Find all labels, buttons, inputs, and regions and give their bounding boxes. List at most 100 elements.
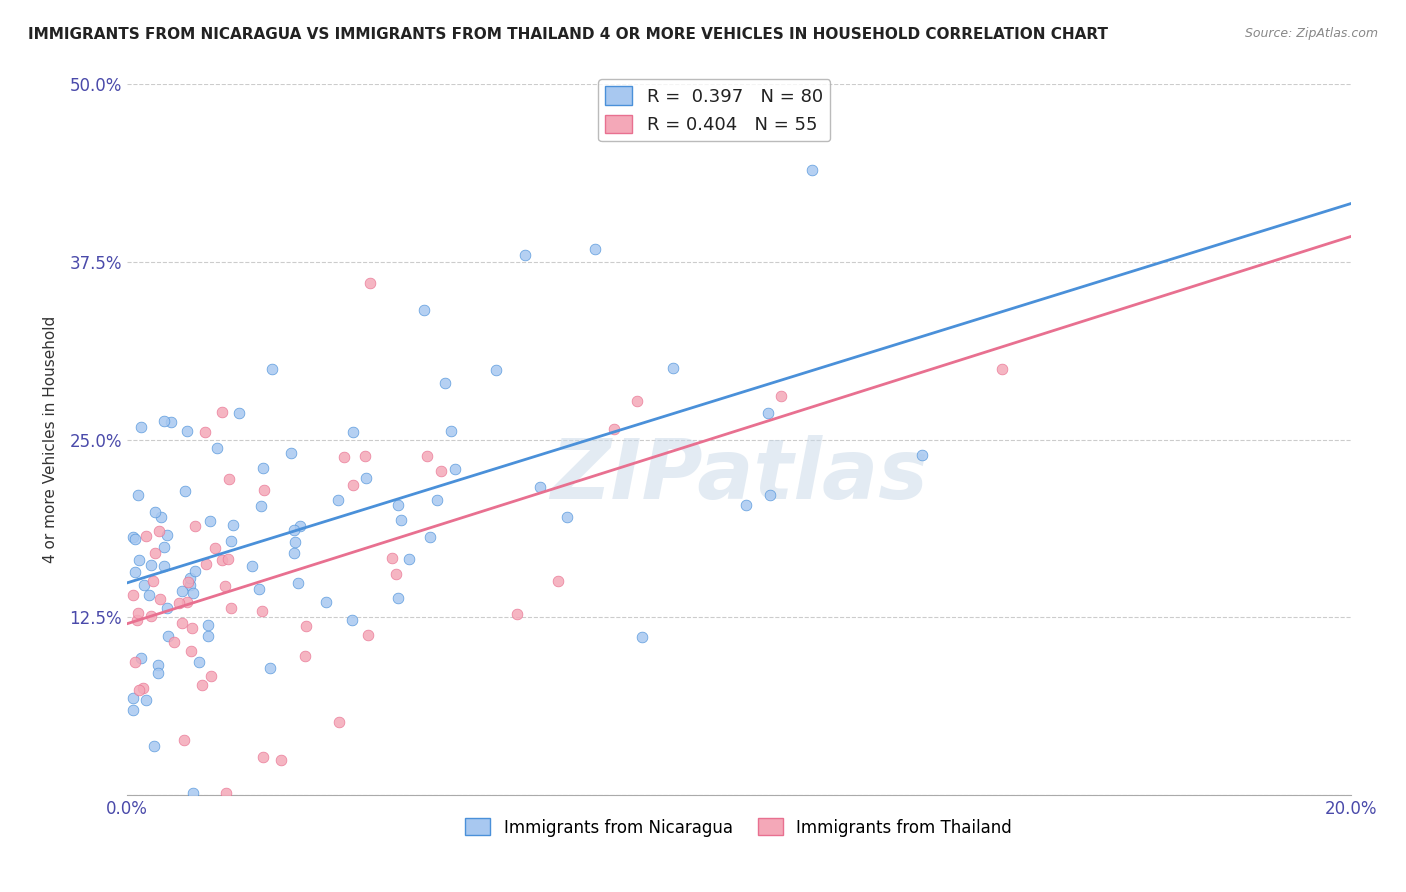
Point	[389, 513, 412, 527]
Point	[146, 657, 169, 672]
Point	[253, 483, 276, 498]
Point	[219, 534, 242, 549]
Point	[122, 691, 145, 706]
Point	[280, 446, 302, 460]
Point	[205, 442, 228, 456]
Point	[129, 420, 152, 434]
Point	[557, 509, 579, 524]
Point	[184, 564, 207, 578]
Point	[433, 376, 456, 390]
Point	[150, 510, 173, 524]
Text: Source: ZipAtlas.com: Source: ZipAtlas.com	[1244, 27, 1378, 40]
Point	[357, 628, 380, 642]
Point	[127, 606, 149, 620]
Point	[381, 551, 404, 566]
Point	[197, 618, 219, 632]
Point	[200, 514, 222, 528]
Point	[124, 566, 146, 580]
Point	[398, 551, 420, 566]
Point	[143, 546, 166, 560]
Point	[387, 498, 409, 512]
Point	[250, 604, 273, 618]
Point	[315, 595, 337, 609]
Point	[222, 517, 245, 532]
Point	[443, 462, 465, 476]
Point	[121, 530, 143, 544]
Point	[290, 519, 312, 533]
Point	[146, 665, 169, 680]
Point	[191, 678, 214, 692]
Point	[287, 576, 309, 591]
Point	[661, 361, 683, 376]
Point	[228, 406, 250, 420]
Point	[413, 302, 436, 317]
Legend: Immigrants from Nicaragua, Immigrants from Thailand: Immigrants from Nicaragua, Immigrants fr…	[458, 812, 1018, 843]
Point	[259, 661, 281, 675]
Point	[176, 574, 198, 589]
Point	[194, 425, 217, 439]
Point	[128, 552, 150, 566]
Point	[183, 585, 205, 599]
Point	[156, 601, 179, 615]
Point	[801, 162, 824, 177]
Point	[148, 524, 170, 538]
Point	[188, 655, 211, 669]
Point	[153, 541, 176, 555]
Point	[583, 242, 606, 256]
Point	[184, 518, 207, 533]
Point	[181, 786, 204, 800]
Point	[485, 363, 508, 377]
Point	[128, 682, 150, 697]
Point	[247, 582, 270, 596]
Point	[250, 499, 273, 513]
Point	[197, 630, 219, 644]
Point	[426, 492, 449, 507]
Point	[328, 714, 350, 729]
Point	[135, 529, 157, 543]
Point	[359, 277, 381, 291]
Point	[294, 648, 316, 663]
Point	[506, 607, 529, 621]
Point	[135, 693, 157, 707]
Point	[384, 566, 406, 581]
Point	[211, 405, 233, 419]
Point	[283, 546, 305, 560]
Point	[180, 644, 202, 658]
Point	[354, 450, 377, 464]
Point	[387, 591, 409, 605]
Point	[770, 389, 793, 403]
Point	[217, 552, 239, 566]
Point	[333, 450, 356, 464]
Point	[759, 487, 782, 501]
Text: IMMIGRANTS FROM NICARAGUA VS IMMIGRANTS FROM THAILAND 4 OR MORE VEHICLES IN HOUS: IMMIGRANTS FROM NICARAGUA VS IMMIGRANTS …	[28, 27, 1108, 42]
Point	[328, 492, 350, 507]
Point	[170, 583, 193, 598]
Point	[176, 595, 198, 609]
Point	[603, 422, 626, 436]
Point	[200, 668, 222, 682]
Point	[991, 361, 1014, 376]
Point	[122, 589, 145, 603]
Point	[173, 732, 195, 747]
Point	[260, 362, 283, 376]
Point	[156, 629, 179, 643]
Point	[180, 621, 202, 635]
Point	[911, 448, 934, 462]
Point	[125, 614, 148, 628]
Point	[270, 752, 292, 766]
Point	[252, 750, 274, 764]
Point	[139, 558, 162, 573]
Point	[143, 505, 166, 519]
Point	[252, 460, 274, 475]
Point	[284, 535, 307, 549]
Point	[240, 558, 263, 573]
Point	[342, 425, 364, 440]
Point	[129, 651, 152, 665]
Point	[138, 589, 160, 603]
Point	[132, 578, 155, 592]
Point	[214, 786, 236, 800]
Point	[416, 449, 439, 463]
Point	[295, 619, 318, 633]
Point	[419, 530, 441, 544]
Text: ZIPatlas: ZIPatlas	[550, 434, 928, 516]
